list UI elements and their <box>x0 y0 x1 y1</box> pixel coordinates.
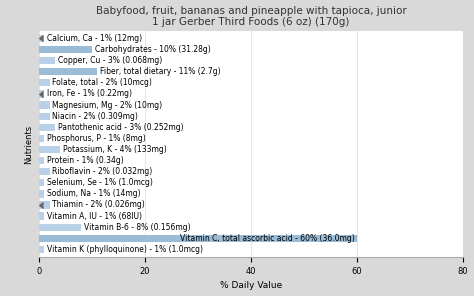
Bar <box>39 79 50 86</box>
Bar <box>39 190 45 197</box>
Y-axis label: Nutrients: Nutrients <box>25 124 34 163</box>
Text: Phosphorus, P - 1% (8mg): Phosphorus, P - 1% (8mg) <box>47 134 146 143</box>
Bar <box>39 46 92 53</box>
Text: Copper, Cu - 3% (0.068mg): Copper, Cu - 3% (0.068mg) <box>58 56 162 65</box>
Bar <box>39 223 82 231</box>
Title: Babyfood, fruit, bananas and pineapple with tapioca, junior
1 jar Gerber Third F: Babyfood, fruit, bananas and pineapple w… <box>96 6 407 27</box>
Text: Sodium, Na - 1% (14mg): Sodium, Na - 1% (14mg) <box>47 189 141 198</box>
Text: Carbohydrates - 10% (31.28g): Carbohydrates - 10% (31.28g) <box>95 45 210 54</box>
Bar <box>39 201 50 209</box>
Text: Fiber, total dietary - 11% (2.7g): Fiber, total dietary - 11% (2.7g) <box>100 67 221 76</box>
Text: Selenium, Se - 1% (1.0mcg): Selenium, Se - 1% (1.0mcg) <box>47 178 153 187</box>
Bar <box>39 213 45 220</box>
Bar <box>39 57 55 64</box>
Bar <box>39 235 357 242</box>
Bar <box>39 168 50 175</box>
Bar <box>39 179 45 186</box>
Text: Vitamin C, total ascorbic acid - 60% (36.0mg): Vitamin C, total ascorbic acid - 60% (36… <box>180 234 355 243</box>
Text: Vitamin A, IU - 1% (68IU): Vitamin A, IU - 1% (68IU) <box>47 212 142 221</box>
Text: Folate, total - 2% (10mcg): Folate, total - 2% (10mcg) <box>52 78 152 87</box>
Text: Potassium, K - 4% (133mg): Potassium, K - 4% (133mg) <box>63 145 167 154</box>
Bar <box>39 35 45 42</box>
Text: Iron, Fe - 1% (0.22mg): Iron, Fe - 1% (0.22mg) <box>47 89 132 99</box>
Bar <box>39 112 50 120</box>
Bar <box>39 135 45 142</box>
Bar <box>39 157 45 164</box>
Bar <box>39 124 55 131</box>
Text: Thiamin - 2% (0.026mg): Thiamin - 2% (0.026mg) <box>52 200 145 210</box>
X-axis label: % Daily Value: % Daily Value <box>220 281 282 290</box>
Bar <box>39 246 45 253</box>
Text: Magnesium, Mg - 2% (10mg): Magnesium, Mg - 2% (10mg) <box>52 101 163 110</box>
Text: Riboflavin - 2% (0.032mg): Riboflavin - 2% (0.032mg) <box>52 167 153 176</box>
Text: Calcium, Ca - 1% (12mg): Calcium, Ca - 1% (12mg) <box>47 34 142 43</box>
Bar <box>39 102 50 109</box>
Bar <box>39 90 45 98</box>
Bar <box>39 146 60 153</box>
Text: Niacin - 2% (0.309mg): Niacin - 2% (0.309mg) <box>52 112 138 121</box>
Text: Vitamin B-6 - 8% (0.156mg): Vitamin B-6 - 8% (0.156mg) <box>84 223 191 232</box>
Text: Protein - 1% (0.34g): Protein - 1% (0.34g) <box>47 156 124 165</box>
Bar <box>39 68 97 75</box>
Text: Pantothenic acid - 3% (0.252mg): Pantothenic acid - 3% (0.252mg) <box>58 123 183 132</box>
Text: Vitamin K (phylloquinone) - 1% (1.0mcg): Vitamin K (phylloquinone) - 1% (1.0mcg) <box>47 245 203 254</box>
